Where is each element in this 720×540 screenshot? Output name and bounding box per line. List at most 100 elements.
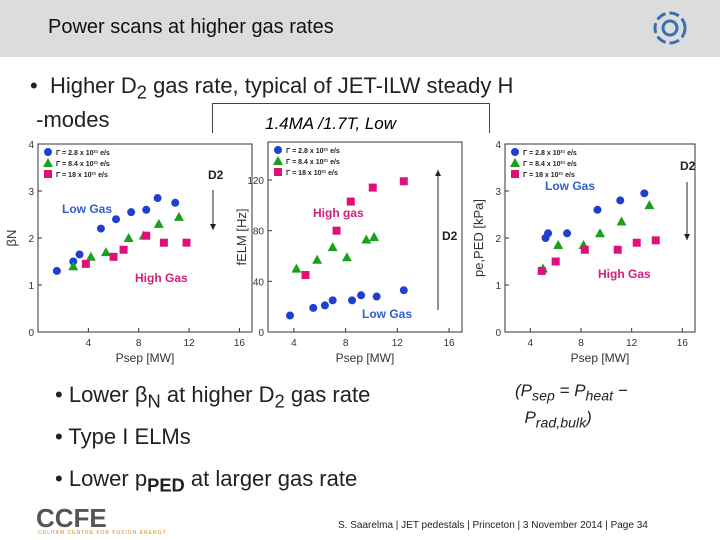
point bbox=[119, 245, 128, 254]
point bbox=[142, 231, 151, 240]
point bbox=[341, 252, 352, 262]
x-tick-label: 12 bbox=[392, 338, 404, 349]
text: β bbox=[134, 382, 148, 407]
annotation: High gas bbox=[313, 206, 364, 220]
point bbox=[81, 259, 90, 268]
annotation: Low Gas bbox=[362, 307, 412, 321]
text: 2 bbox=[274, 390, 285, 412]
x-axis-label: Psep [MW] bbox=[571, 351, 630, 365]
point bbox=[291, 263, 302, 273]
y-tick-label: 0 bbox=[495, 328, 501, 339]
text: rad,bulk bbox=[535, 415, 587, 432]
x-tick-label: 16 bbox=[234, 338, 246, 349]
point bbox=[320, 301, 329, 310]
legend-marker bbox=[511, 148, 519, 156]
point bbox=[171, 198, 180, 207]
y-tick-label: 3 bbox=[28, 187, 34, 198]
point bbox=[369, 232, 380, 241]
y-tick-label: 1 bbox=[28, 281, 34, 292]
footer: S. Saarelma | JET pedestals | Princeton … bbox=[338, 520, 648, 531]
x-axis-label: Psep [MW] bbox=[116, 351, 175, 365]
point bbox=[348, 296, 357, 305]
bullet: • Lower βN at higher D2 gas rate bbox=[55, 382, 371, 412]
point bbox=[346, 197, 355, 206]
legend-label: Γ = 18 x 10²¹ e/s bbox=[286, 170, 338, 177]
y-tick-label: 2 bbox=[28, 234, 34, 245]
legend-label: Γ = 2.8 x 10²¹ e/s bbox=[286, 148, 340, 155]
point bbox=[328, 296, 337, 305]
point bbox=[68, 261, 79, 271]
point bbox=[537, 266, 546, 275]
x-tick-label: 4 bbox=[291, 338, 297, 349]
point bbox=[361, 234, 372, 244]
annotation: High Gas bbox=[598, 267, 651, 281]
logo: CCFE bbox=[36, 503, 107, 533]
annotation: D2 bbox=[442, 229, 458, 243]
y-tick-label: 1 bbox=[495, 281, 501, 292]
bullet: • Lower pPED at larger gas rate bbox=[55, 466, 358, 496]
text: gas rate, typical of JET-ILW steady H bbox=[146, 73, 514, 98]
y-tick-label: 4 bbox=[495, 140, 501, 151]
point bbox=[613, 245, 622, 254]
text: ) bbox=[586, 408, 592, 428]
point bbox=[182, 238, 191, 247]
y-tick-label: 80 bbox=[253, 227, 265, 238]
annotation: Low Gas bbox=[62, 202, 112, 216]
y-tick-label: 4 bbox=[28, 140, 34, 151]
legend-marker bbox=[274, 168, 282, 176]
plot-frame bbox=[267, 141, 463, 333]
point bbox=[640, 189, 649, 198]
x-tick-label: 4 bbox=[86, 338, 92, 349]
y-tick-label: 2 bbox=[495, 234, 501, 245]
point bbox=[644, 200, 655, 210]
bullet: • Higher D2 gas rate, typical of JET-ILW… bbox=[30, 73, 514, 133]
title-bar bbox=[0, 0, 720, 57]
point bbox=[127, 208, 136, 217]
y-tick-label: 0 bbox=[28, 328, 34, 339]
text: Higher D bbox=[49, 73, 137, 98]
y-tick-label: 0 bbox=[258, 328, 264, 339]
text: Lower p bbox=[68, 466, 148, 491]
legend-marker bbox=[43, 158, 53, 167]
text: (P bbox=[515, 381, 532, 400]
point bbox=[153, 218, 164, 228]
point bbox=[632, 238, 641, 247]
text: − bbox=[613, 381, 628, 400]
legend-label: Γ = 2.8 x 10²¹ e/s bbox=[523, 150, 577, 157]
annotation: Low Gas bbox=[545, 179, 595, 193]
point bbox=[399, 286, 408, 295]
y-tick-label: 40 bbox=[253, 277, 265, 288]
point bbox=[580, 245, 589, 254]
legend-label: Γ = 18 x 10²¹ e/s bbox=[523, 172, 575, 179]
point bbox=[327, 242, 338, 252]
y-axis-label: fELM [Hz] bbox=[234, 208, 249, 265]
point bbox=[551, 257, 560, 266]
annotation: D2 bbox=[680, 159, 696, 173]
legend-marker bbox=[44, 170, 52, 178]
text: N bbox=[147, 390, 161, 412]
point bbox=[544, 229, 553, 238]
slide-title: Power scans at higher gas rates bbox=[48, 16, 334, 38]
y-tick-label: 3 bbox=[495, 187, 501, 198]
point bbox=[332, 226, 341, 235]
point bbox=[112, 215, 121, 224]
text: at higher D bbox=[160, 382, 275, 407]
y-tick-label: 120 bbox=[247, 176, 264, 187]
legend-marker bbox=[44, 148, 52, 156]
legend-label: Γ = 8.4 x 10²¹ e/s bbox=[523, 161, 577, 168]
x-tick-label: 16 bbox=[444, 338, 456, 349]
point bbox=[159, 238, 168, 247]
note: (Psep = Pheat − Prad,bulk) bbox=[515, 380, 715, 435]
legend-marker bbox=[273, 156, 283, 165]
point bbox=[309, 303, 318, 312]
point bbox=[651, 236, 660, 245]
annotation: High Gas bbox=[135, 271, 188, 285]
point bbox=[153, 194, 162, 203]
legend-label: Γ = 8.4 x 10²¹ e/s bbox=[286, 159, 340, 166]
arrowhead bbox=[435, 170, 441, 176]
x-tick-label: 8 bbox=[343, 338, 349, 349]
logo-subtitle: CULHAM CENTRE FOR FUSION ENERGY bbox=[38, 530, 167, 536]
point bbox=[100, 247, 111, 257]
